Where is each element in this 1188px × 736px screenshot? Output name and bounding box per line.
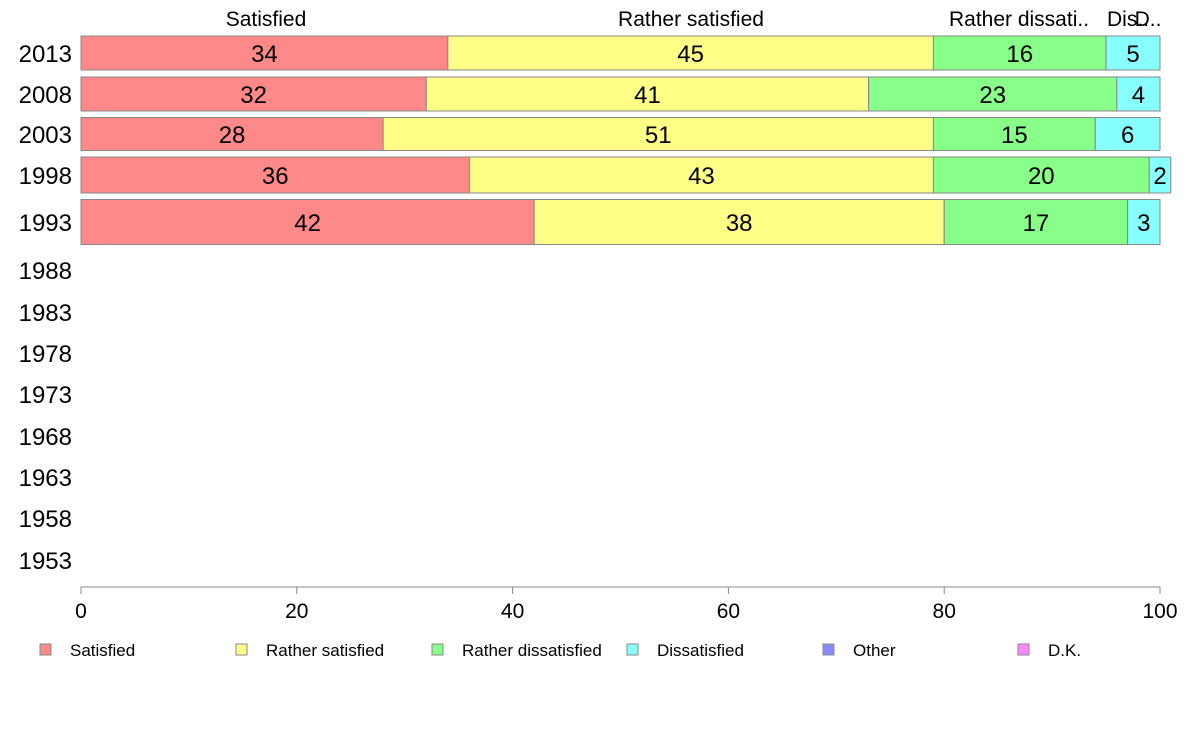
bar-value-label: 16 [1006,41,1033,68]
bar-value-label: 38 [726,210,753,237]
bar-segment [1105,35,1161,71]
y-tick-label: 1958 [19,506,72,533]
bar-segment [80,76,427,112]
bar-segment [1148,156,1172,194]
bar-segment [382,117,934,151]
x-tick-label: 0 [75,600,87,623]
y-axis-labels: 2013 2008 2003 1998 1993 1988 1983 1978 1973 1968… [19,41,72,575]
bar-value-label: 36 [262,163,289,190]
bars-group: 34 45 16 5 32 41 23 4 28 51 15 6 36 43 20 2 42 38 17 3 [80,35,1172,245]
bar-segment [533,199,945,245]
top-segment-label: Rather dissati.. [949,8,1089,31]
legend-label: D.K. [1048,641,1081,660]
y-tick-label: 1988 [19,258,72,285]
y-tick-label: 1983 [19,300,72,327]
legend-swatch [1017,643,1030,656]
bar-value-label: 5 [1126,41,1139,68]
bar-segment [80,156,470,194]
bar-value-label: 41 [634,82,661,109]
bar-value-label: 32 [240,82,267,109]
bar-segment [943,199,1129,245]
bar-value-label: 6 [1121,122,1134,149]
x-tick-label: 80 [933,600,956,623]
legend-swatch [39,643,52,656]
x-tick-label: 20 [285,600,308,623]
legend: Satisfied Rather satisfied Rather dissatis… [39,641,1081,660]
y-tick-label: 1978 [19,341,72,368]
y-tick-label: 1963 [19,465,72,492]
legend-label: Rather satisfied [266,641,384,660]
bar-value-label: 17 [1023,210,1050,237]
legend-label: Satisfied [70,641,135,660]
bar-value-label: 3 [1137,210,1150,237]
legend-label: Other [853,641,896,660]
y-tick-label: 1953 [19,548,72,575]
top-segment-label: Satisfied [226,8,307,31]
bar-value-label: 42 [294,210,321,237]
x-tick-label: 100 [1142,600,1177,623]
y-tick-label: 1973 [19,382,72,409]
bar-value-label: 23 [979,82,1006,109]
top-category-labels: Satisfied Rather satisfied Rather dissati.… [226,8,1162,31]
bar-value-label: 15 [1001,122,1028,149]
y-tick-label: 2008 [19,82,72,109]
bar-segment [932,117,1096,151]
top-segment-label: Rather satisfied [618,8,764,31]
y-tick-label: 1968 [19,424,72,451]
bar-segment [468,156,934,194]
bar-segment [868,76,1118,112]
bar-value-label: 43 [688,163,715,190]
bar-value-label: 34 [251,41,278,68]
bar-segment [425,76,870,112]
bar-segment [1116,76,1161,112]
bar-segment [1094,117,1161,151]
legend-swatch [822,643,835,656]
top-segment-label: D.. [1135,8,1162,31]
bar-value-label: 45 [677,41,704,68]
x-tick-label: 40 [501,600,524,623]
y-tick-label: 1998 [19,163,72,190]
bar-value-label: 2 [1153,163,1166,190]
legend-swatch [235,643,248,656]
bar-value-label: 20 [1028,163,1055,190]
bar-segment [447,35,934,71]
x-tick-label: 60 [717,600,740,623]
legend-swatch [626,643,639,656]
bar-segment [80,117,384,151]
bar-value-label: 4 [1132,82,1145,109]
y-tick-label: 2013 [19,41,72,68]
legend-swatch [431,643,444,656]
bar-segment [80,199,535,245]
bar-value-label: 28 [219,122,246,149]
top-segment-label: Dis.. [1107,8,1149,31]
bar-segment [932,156,1150,194]
y-tick-label: 2003 [19,122,72,149]
legend-label: Dissatisfied [657,641,744,660]
bar-segment [1127,199,1161,245]
y-tick-label: 1993 [19,210,72,237]
legend-label: Rather dissatisfied [462,641,602,660]
x-axis: 0 20 40 60 80 100 [75,586,1178,623]
bar-value-label: 51 [645,122,672,149]
